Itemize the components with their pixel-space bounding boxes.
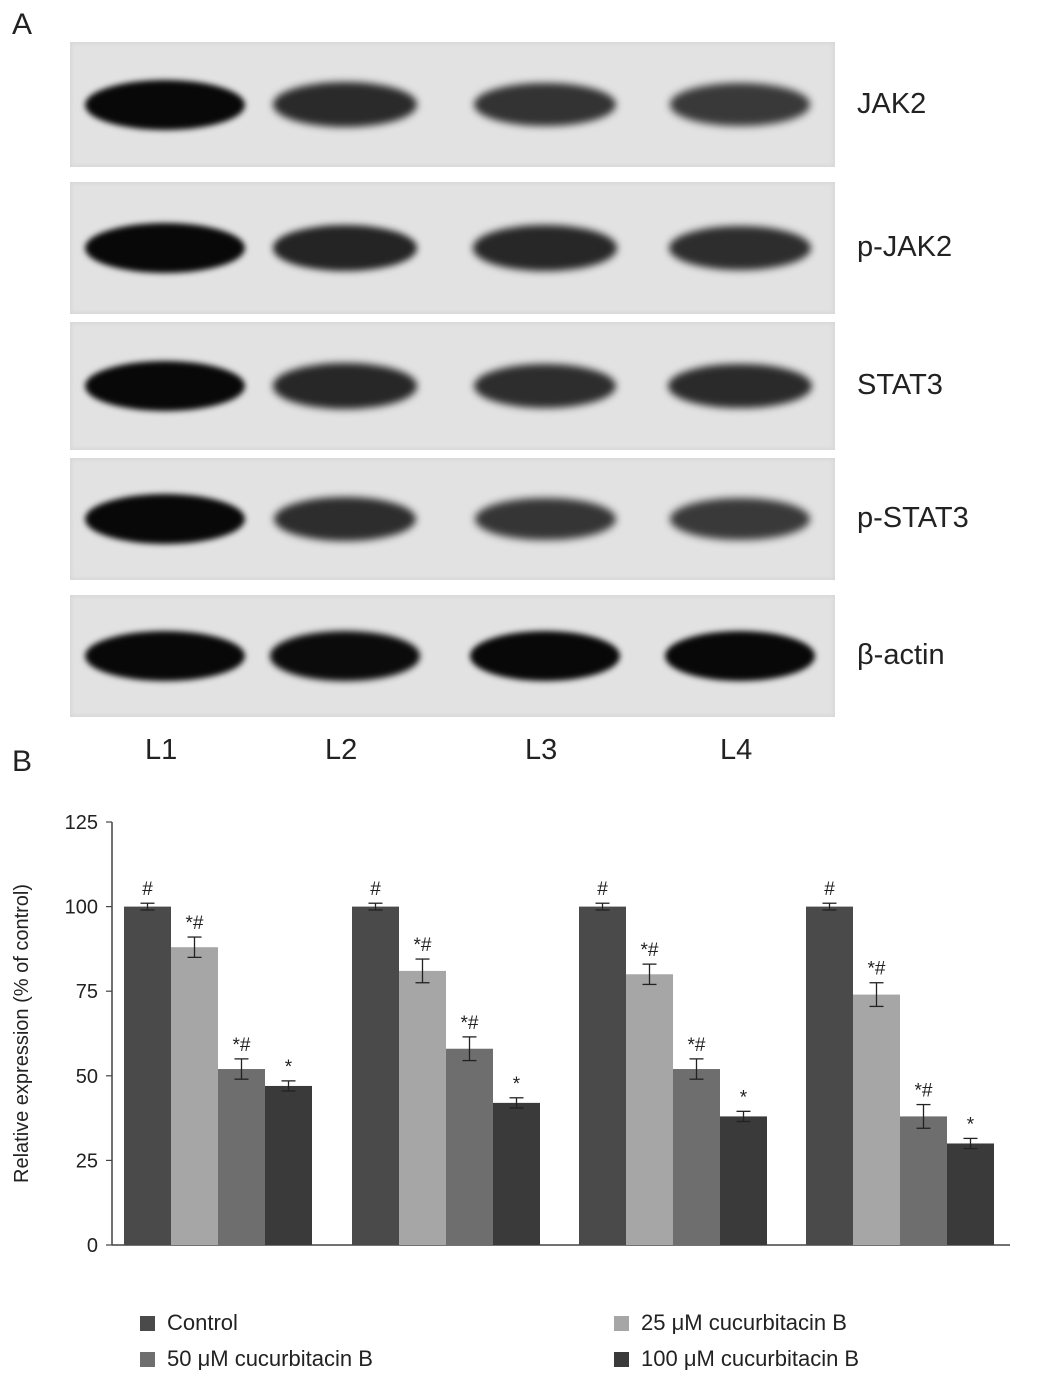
blot-band [474, 82, 616, 127]
blot-strip-4 [70, 458, 835, 580]
significance-label: # [370, 879, 381, 900]
blot-band [85, 79, 245, 130]
significance-label: *# [461, 1013, 479, 1034]
y-tick-label: 125 [65, 812, 98, 834]
significance-label: *# [688, 1035, 706, 1056]
significance-label: *# [414, 935, 432, 956]
bar [352, 906, 399, 1245]
bar [720, 1116, 767, 1245]
blot-label: STAT3 [857, 369, 943, 401]
significance-label: * [513, 1074, 521, 1095]
blot-band [665, 631, 815, 681]
bar [399, 970, 446, 1245]
bar [853, 994, 900, 1245]
legend-item-100um: 100 μM cucurbitacin B [614, 1346, 859, 1372]
significance-label: *# [641, 940, 659, 961]
blot-band [669, 497, 811, 541]
lane-label: L3 [525, 734, 558, 766]
blot-strip-3 [70, 322, 835, 450]
blot-band [473, 225, 617, 271]
blot-strip-2 [70, 182, 835, 314]
blot-band [668, 225, 812, 271]
y-axis-title: Relative expression (% of control) [11, 884, 33, 1183]
legend-item-25um: 25 μM cucurbitacin B [614, 1310, 847, 1336]
legend-label-100um: 100 μM cucurbitacin B [641, 1346, 860, 1371]
y-tick-label: 75 [76, 981, 98, 1003]
significance-label: *# [868, 959, 886, 980]
significance-label: * [967, 1114, 975, 1135]
bar [579, 906, 626, 1245]
lane-label: L1 [145, 734, 178, 766]
legend-swatch-25um [614, 1316, 629, 1331]
blot-band [668, 363, 812, 409]
significance-label: *# [233, 1035, 251, 1056]
bar [947, 1143, 994, 1245]
blot-band [669, 83, 811, 126]
significance-label: * [740, 1087, 748, 1108]
blot-band [85, 361, 245, 411]
blot-band [273, 496, 417, 542]
legend-item-50um: 50 μM cucurbitacin B [140, 1346, 373, 1372]
blot-band [273, 363, 417, 409]
significance-label: *# [915, 1081, 933, 1102]
legend-swatch-50um [140, 1352, 155, 1367]
blot-label: JAK2 [857, 87, 927, 120]
y-tick-label: 50 [76, 1066, 98, 1088]
bar [673, 1069, 720, 1245]
blot-label: p-JAK2 [857, 231, 953, 263]
lane-label: L4 [720, 734, 753, 766]
bar [171, 947, 218, 1245]
significance-label: # [597, 879, 608, 900]
bar [265, 1085, 312, 1245]
y-tick-label: 0 [87, 1235, 98, 1257]
blot-band [85, 494, 245, 544]
blot-label: β-actin [857, 639, 945, 671]
bar [493, 1102, 540, 1245]
significance-label: * [285, 1057, 293, 1078]
significance-label: # [824, 879, 835, 900]
significance-label: # [142, 879, 153, 900]
y-tick-label: 100 [65, 897, 98, 919]
blot-band [270, 631, 420, 681]
bar [900, 1116, 947, 1245]
legend-label-control: Control [167, 1310, 238, 1335]
bar [124, 906, 171, 1245]
significance-label: *# [186, 913, 204, 934]
bar [218, 1069, 265, 1245]
legend-swatch-control [140, 1316, 155, 1331]
bar [446, 1048, 493, 1245]
legend-label-25um: 25 μM cucurbitacin B [641, 1310, 847, 1335]
y-tick-label: 25 [76, 1150, 98, 1172]
blot-band [272, 225, 418, 271]
blot-band [470, 631, 620, 681]
bar [806, 906, 853, 1245]
blot-label: p-STAT3 [857, 502, 969, 534]
bar-chart: 0 25 50 75 100 125 Relative expression (% of c… [11, 812, 1010, 1257]
panel-b-letter: B [12, 745, 33, 778]
blot-band [473, 363, 617, 409]
blot-band [85, 631, 245, 681]
blot-strip-5 [70, 595, 835, 717]
lane-label: L2 [325, 734, 358, 766]
blot-strip-1 [70, 42, 835, 167]
blot-band [273, 82, 417, 127]
panel-a-letter: A [12, 8, 33, 41]
legend-item-control: Control [140, 1310, 238, 1336]
bar [626, 974, 673, 1245]
legend-swatch-100um [614, 1352, 629, 1367]
blot-band [474, 497, 616, 541]
legend-label-50um: 50 μM cucurbitacin B [167, 1346, 373, 1371]
blot-band [85, 223, 245, 273]
